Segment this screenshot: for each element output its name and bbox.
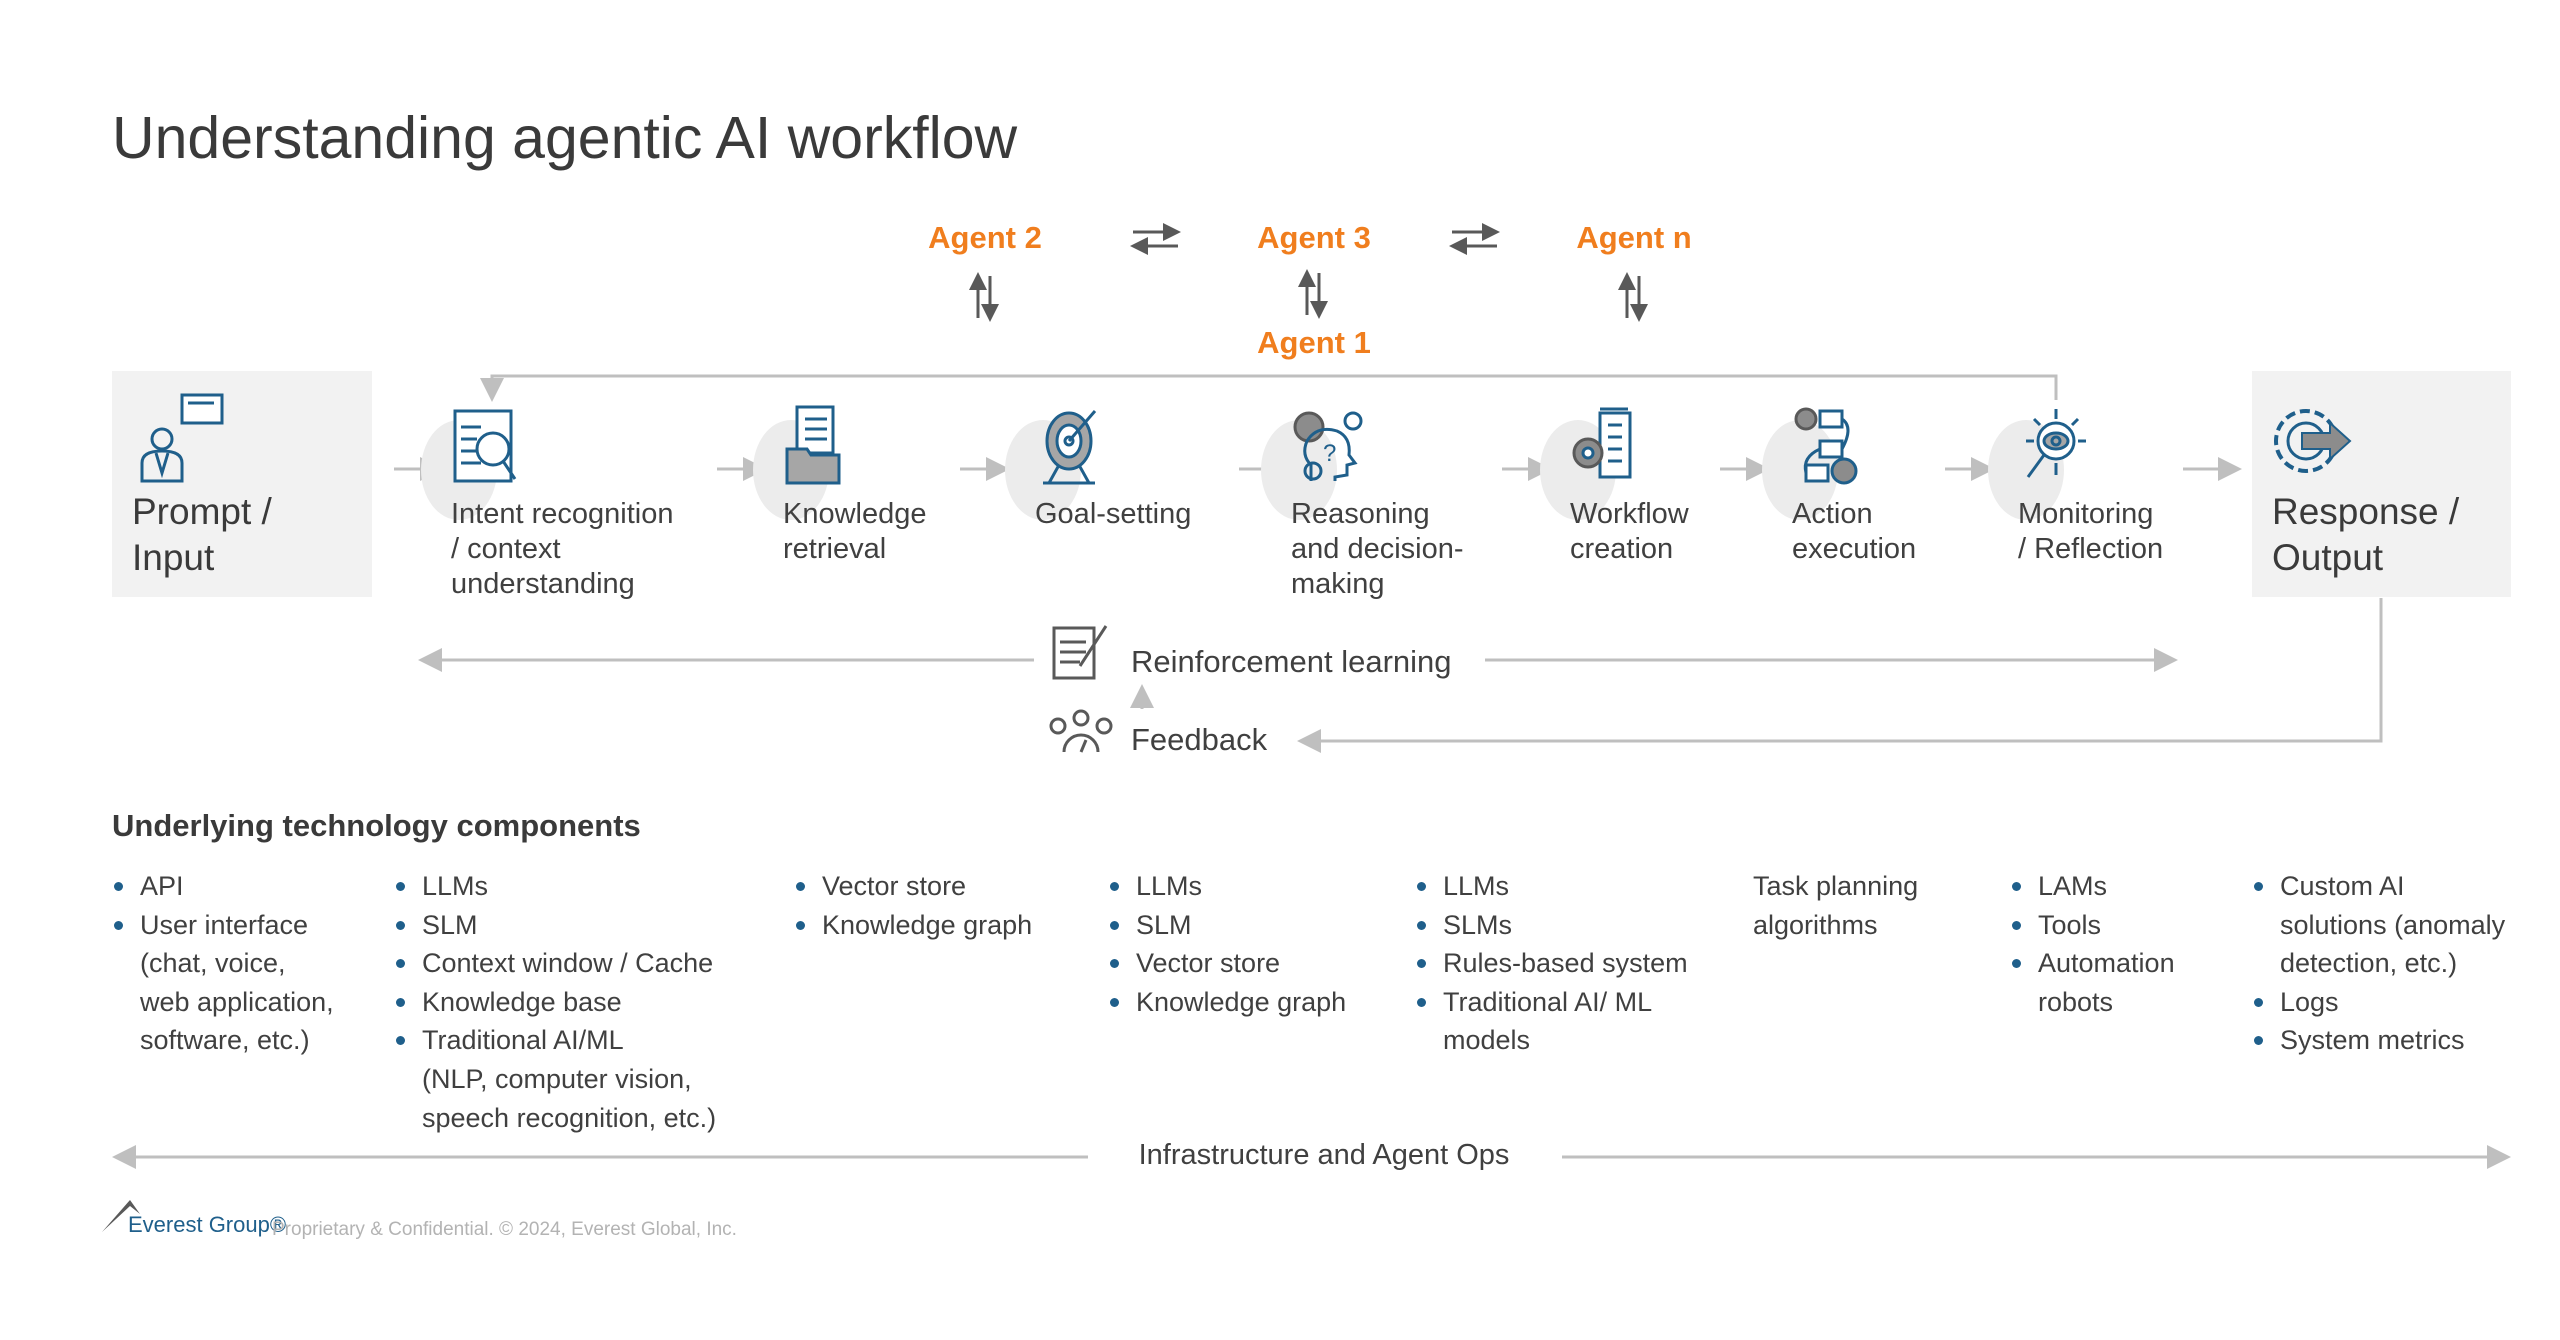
- tech-item: Knowledge base: [394, 983, 716, 1022]
- head-gears-question-icon: ?: [1293, 411, 1363, 481]
- tech-column: LLMs SLMs Rules-based system Traditional AI…: [1415, 867, 1688, 1060]
- prompt-input-label: Prompt / Input: [132, 491, 272, 578]
- tech-item: Tools: [2010, 906, 2175, 945]
- page-title: Understanding agentic AI workflow: [112, 105, 1018, 171]
- tech-item: Traditional AI/ML (NLP, computer vision, s…: [394, 1021, 716, 1137]
- footer-text: Proprietary & Confidential. © 2024, Ever…: [272, 1219, 737, 1240]
- infra-label: Infrastructure and Agent Ops: [1138, 1139, 1510, 1171]
- tech-item: LLMs: [394, 867, 716, 906]
- document-magnifier-icon: [453, 409, 517, 483]
- swap-vertical-icon: [1298, 269, 1328, 319]
- people-gauge-icon: [1049, 709, 1113, 753]
- step-label: Action execution: [1792, 498, 1917, 565]
- response-output-box: Response / Output: [2252, 371, 2511, 597]
- tech-item: User interface (chat, voice, web applicati…: [112, 906, 334, 1060]
- tech-item: API: [112, 867, 334, 906]
- tech-item: Vector store: [794, 867, 1032, 906]
- tech-column: Vector store Knowledge graph: [794, 867, 1032, 944]
- tech-item: LLMs: [1415, 867, 1688, 906]
- tech-item: LAMs: [2010, 867, 2175, 906]
- loop-back-line: [480, 374, 2058, 402]
- tech-section-title: Underlying technology components: [112, 808, 641, 843]
- feedback-label: Feedback: [1131, 722, 1268, 757]
- step-label: Reasoning and decision-making: [1291, 498, 1464, 600]
- swap-vertical-icon: [969, 272, 999, 322]
- everest-group-logo: Everest Group®: [100, 1198, 286, 1239]
- flow-check-icon: [1794, 407, 1858, 485]
- tech-item: Rules-based system: [1415, 944, 1688, 983]
- swap-horizontal-icon: [1130, 223, 1181, 255]
- tech-item: System metrics: [2252, 1021, 2505, 1060]
- step-label: Goal-setting: [1035, 498, 1192, 530]
- tech-column: LAMs Tools Automation robots: [2010, 867, 2175, 1021]
- agent-3-label: Agent 3: [1257, 220, 1371, 255]
- documents-folder-icon: [785, 405, 841, 485]
- eye-magnifier-icon: [2026, 409, 2086, 478]
- swap-vertical-icon: [1618, 272, 1648, 322]
- step-label: Intent recognition / context understanding: [451, 498, 674, 600]
- tech-item: SLM: [1108, 906, 1346, 945]
- tech-item: SLMs: [1415, 906, 1688, 945]
- tech-item: Custom AI solutions (anomaly detection, et…: [2252, 867, 2505, 983]
- swap-horizontal-icon: [1449, 223, 1500, 255]
- step-label: Knowledge retrieval: [783, 498, 927, 565]
- step-label: Monitoring / Reflection: [2018, 498, 2164, 565]
- tech-column: LLMs SLM Vector store Knowledge graph: [1108, 867, 1346, 1021]
- tech-column: API User interface (chat, voice, web applic…: [112, 867, 334, 1060]
- agent-n-label: Agent n: [1576, 220, 1692, 255]
- tech-column: Task planning algorithms: [1753, 871, 1919, 940]
- tech-column: LLMs SLM Context window / Cache Knowledge b…: [394, 867, 716, 1137]
- tech-item: SLM: [394, 906, 716, 945]
- tech-item: LLMs: [1108, 867, 1346, 906]
- tech-item: Traditional AI/ ML models: [1415, 983, 1688, 1060]
- svg-text:?: ?: [1323, 440, 1336, 467]
- step-label: Workflow creation: [1570, 498, 1689, 565]
- agent-exchange-icons: [969, 223, 1648, 322]
- reinforcement-learning-label: Reinforcement learning: [1131, 644, 1452, 679]
- prompt-input-box: Prompt / Input: [112, 371, 372, 597]
- tech-item: Logs: [2252, 983, 2505, 1022]
- tech-item: Knowledge graph: [794, 906, 1032, 945]
- gear-arrow-icon: [2274, 409, 2352, 473]
- agent-2-label: Agent 2: [928, 220, 1042, 255]
- tech-item: Context window / Cache: [394, 944, 716, 983]
- notepad-pen-icon: [1052, 625, 1108, 680]
- tech-item: Knowledge graph: [1108, 983, 1346, 1022]
- feedback-line: [1297, 598, 2383, 753]
- response-output-label: Response / Output: [2272, 491, 2460, 578]
- tech-item: Vector store: [1108, 944, 1346, 983]
- user-speech-bubble-icon: [140, 393, 224, 483]
- target-icon: [1043, 410, 1097, 485]
- gear-document-icon: [1572, 407, 1632, 479]
- tech-column: Custom AI solutions (anomaly detection, et…: [2252, 867, 2505, 1060]
- agent-1-label: Agent 1: [1257, 325, 1371, 360]
- tech-item: Automation robots: [2010, 944, 2175, 1021]
